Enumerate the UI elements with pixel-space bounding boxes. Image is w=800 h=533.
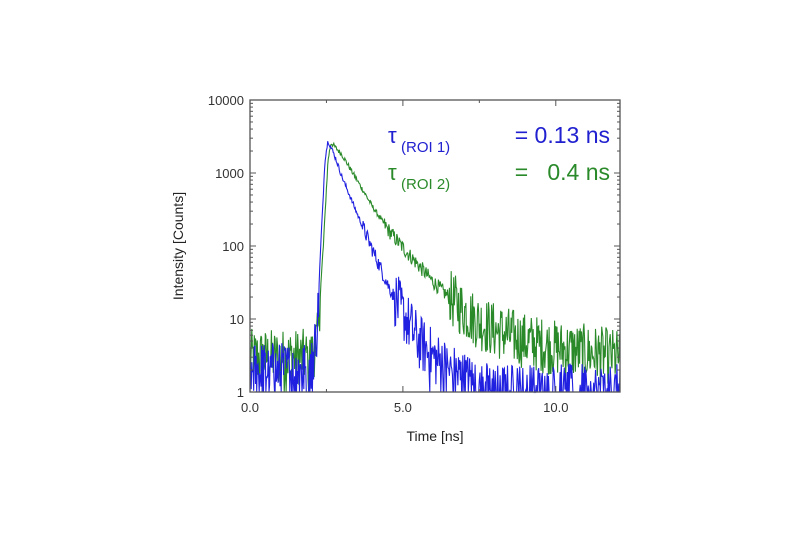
tick-layer bbox=[249, 99, 620, 393]
x-tick-label: 5.0 bbox=[394, 400, 412, 415]
subscript-roi2: (ROI 2) bbox=[401, 176, 450, 193]
lifetime-annotation-roi1: τ (ROI 1) = 0.13 ns bbox=[388, 122, 610, 156]
y-tick-label: 1 bbox=[237, 385, 244, 400]
x-tick-label: 0.0 bbox=[241, 400, 259, 415]
x-tick-label: 10.0 bbox=[543, 400, 568, 415]
value-roi1: = 0.13 ns bbox=[515, 122, 610, 148]
y-tick-label: 10 bbox=[230, 312, 244, 327]
x-tick-labels: 0.0 5.0 10.0 bbox=[241, 400, 568, 415]
y-tick-label: 1000 bbox=[215, 166, 244, 181]
y-tick-labels: 1 10 100 1000 10000 bbox=[208, 93, 244, 400]
lifetime-annotation-roi2: τ (ROI 2) = 0.4 ns bbox=[388, 159, 610, 193]
y-tick-label: 100 bbox=[222, 239, 244, 254]
y-axis-title: Intensity [Counts] bbox=[170, 192, 186, 300]
value-roi2: = 0.4 ns bbox=[515, 159, 610, 185]
tau-symbol-roi2: τ bbox=[388, 160, 397, 185]
subscript-roi1: (ROI 1) bbox=[401, 139, 450, 156]
y-tick-label: 10000 bbox=[208, 93, 244, 108]
x-axis-title: Time [ns] bbox=[406, 428, 463, 444]
tau-symbol-roi1: τ bbox=[388, 123, 397, 148]
